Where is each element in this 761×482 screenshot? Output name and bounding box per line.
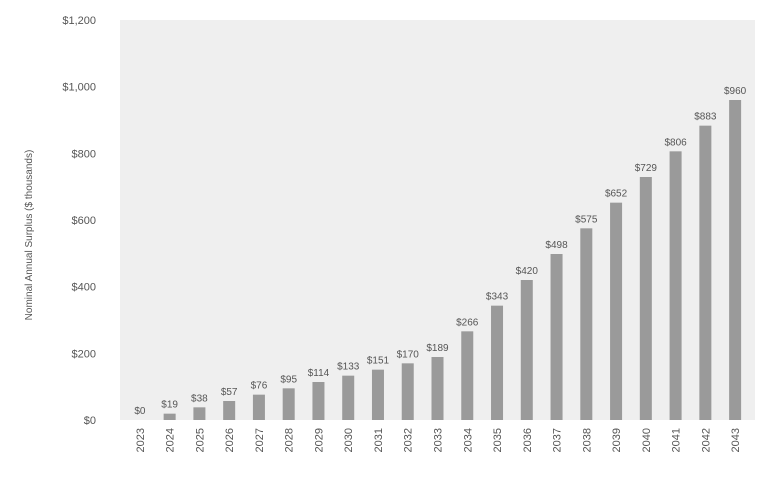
- x-tick-label: 2034: [462, 428, 474, 452]
- x-tick-label: 2033: [433, 428, 445, 452]
- y-tick-label: $1,000: [62, 82, 96, 94]
- bar: [639, 177, 652, 420]
- data-label: $960: [724, 86, 747, 97]
- data-label: $266: [456, 317, 479, 328]
- x-tick-label: 2031: [373, 428, 385, 452]
- y-tick-label: $0: [84, 415, 96, 427]
- bar: [699, 125, 712, 421]
- data-label: $729: [635, 163, 658, 174]
- x-axis: 2023 2024 2025 2026 2027 2028 2029 2030 2031 2032…: [135, 428, 742, 452]
- data-label: $114: [308, 368, 330, 379]
- x-tick-label: 2040: [641, 428, 653, 452]
- bar: [431, 357, 444, 420]
- x-tick-label: 2025: [194, 428, 206, 452]
- x-tick-label: 2043: [730, 428, 742, 452]
- data-label: $343: [486, 292, 509, 303]
- bar: [669, 151, 682, 421]
- data-label: $806: [664, 137, 687, 148]
- bar: [163, 413, 176, 420]
- y-tick-label: $200: [72, 348, 96, 360]
- data-label: $652: [605, 189, 628, 200]
- data-label: $575: [575, 214, 598, 225]
- data-label: $133: [337, 362, 360, 373]
- data-label: $0: [134, 406, 146, 417]
- bar: [312, 382, 325, 420]
- bar: [193, 407, 206, 420]
- x-tick-label: 2027: [254, 428, 266, 452]
- data-label: $95: [280, 374, 297, 385]
- y-tick-label: $1,200: [62, 15, 96, 27]
- data-label: $19: [161, 400, 178, 411]
- x-tick-label: 2024: [165, 428, 177, 452]
- bars-group: [163, 100, 742, 421]
- data-label: $38: [191, 393, 208, 404]
- x-tick-label: 2029: [313, 428, 325, 452]
- bar: [401, 363, 414, 420]
- x-tick-label: 2035: [492, 428, 504, 452]
- x-tick-label: 2039: [611, 428, 623, 452]
- bar: [282, 388, 295, 420]
- y-tick-label: $800: [72, 148, 96, 160]
- bar: [520, 280, 533, 420]
- bar: [580, 228, 593, 420]
- bar: [550, 254, 563, 420]
- y-axis-title: Nominal Annual Surplus ($ thousands): [24, 150, 35, 321]
- y-axis: $0 $200 $400 $600 $800 $1,000 $1,200: [62, 15, 96, 427]
- data-label: $57: [221, 387, 238, 398]
- y-tick-label: $600: [72, 215, 96, 227]
- x-tick-label: 2042: [700, 428, 712, 452]
- data-label: $76: [251, 381, 268, 392]
- data-label: $189: [426, 343, 449, 354]
- bar: [729, 100, 742, 420]
- data-label: $170: [397, 349, 420, 360]
- data-label: $151: [367, 356, 390, 367]
- bar: [252, 394, 265, 420]
- x-tick-label: 2036: [522, 428, 534, 452]
- data-label: $498: [545, 240, 568, 251]
- y-tick-label: $400: [72, 282, 96, 294]
- data-labels-group: $0 $19 $38 $57 $76 $95 $114 $133 $151 $170 $189 $26…: [134, 86, 746, 417]
- x-tick-label: 2028: [284, 428, 296, 452]
- x-tick-label: 2030: [343, 428, 355, 452]
- x-tick-label: 2041: [671, 428, 683, 452]
- bar: [371, 369, 384, 420]
- bar: [223, 401, 236, 420]
- bar: [342, 375, 355, 420]
- bar: [610, 202, 623, 420]
- x-tick-label: 2032: [403, 428, 415, 452]
- x-tick-label: 2037: [552, 428, 564, 452]
- bar: [491, 305, 504, 420]
- data-label: $883: [694, 112, 717, 123]
- x-tick-label: 2023: [135, 428, 147, 452]
- x-tick-label: 2026: [224, 428, 236, 452]
- bar: [461, 331, 474, 420]
- data-label: $420: [516, 266, 539, 277]
- x-tick-label: 2038: [581, 428, 593, 452]
